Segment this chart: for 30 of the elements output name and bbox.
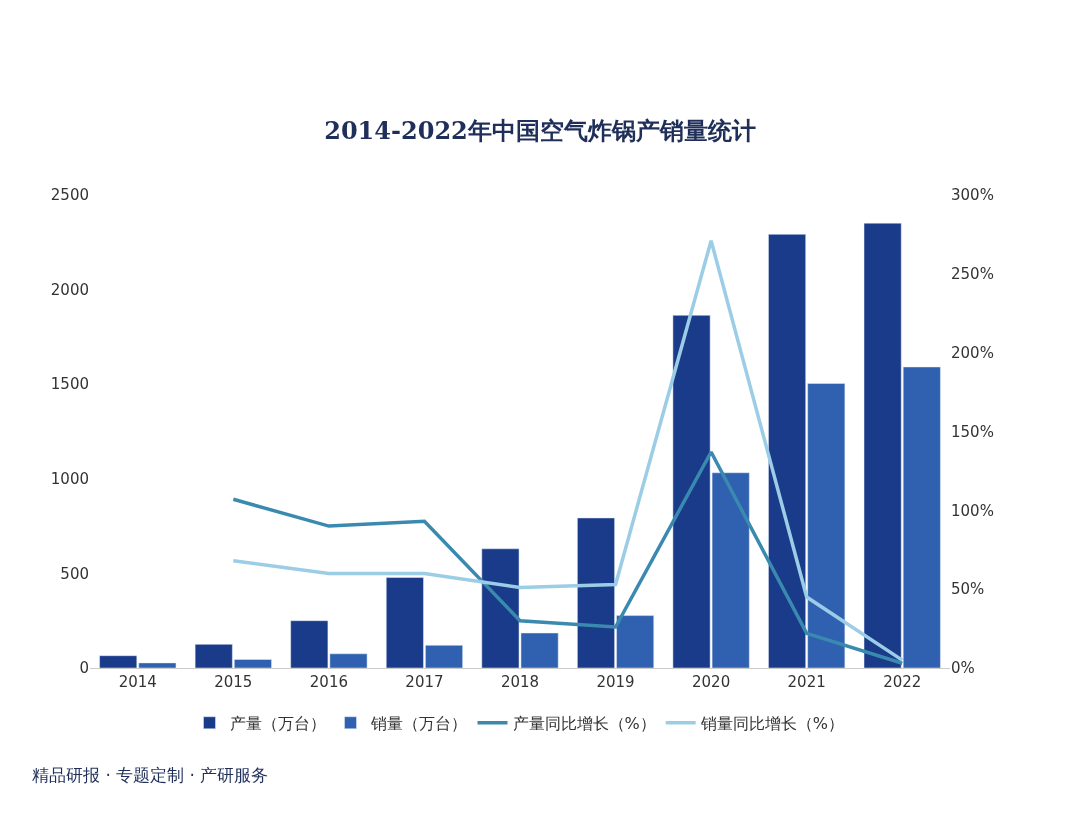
y2-tick-label: 300%: [951, 186, 994, 205]
y-tick-label: 1000: [50, 470, 89, 489]
y-tick-label: 1500: [50, 375, 89, 394]
y2-tick-label: 150%: [951, 422, 994, 441]
x-tick-label: 2017: [405, 673, 444, 691]
y2-tick-label: 0%: [951, 659, 975, 678]
legend-label: 产量（万台）: [229, 713, 326, 733]
x-tick-label: 2014: [118, 673, 157, 691]
y2-tick-label: 100%: [951, 501, 994, 520]
x-tick-label: 2019: [596, 673, 635, 691]
x-tick-label: 2015: [214, 673, 253, 691]
x-tick-label: 2022: [883, 673, 922, 691]
legend-label: 销量（万台）: [369, 713, 467, 733]
line-series: [231, 450, 904, 666]
y-tick-label: 2500: [50, 186, 89, 205]
y-tick-label: 500: [60, 564, 89, 583]
legend-label: 产量同比增长（%）: [512, 713, 656, 733]
y-tick-label: 0: [79, 659, 89, 678]
y-tick-label: 2000: [50, 280, 89, 299]
x-tick-label: 2016: [309, 673, 348, 691]
y2-tick-label: 200%: [951, 343, 994, 362]
x-tick-label: 2021: [787, 673, 826, 691]
y2-tick-label: 250%: [951, 265, 994, 284]
chart-title: 2014-2022年中国空气炸锅产销量统计: [324, 116, 756, 146]
x-tick-label: 2018: [500, 673, 540, 691]
line-series: [231, 238, 904, 662]
x-tick-label: 2020: [692, 673, 731, 691]
text: 精品研报 · 专题定制 · 产研服务: [32, 765, 269, 785]
y2-tick-label: 50%: [951, 580, 985, 599]
legend-label: 销量同比增长（%）: [699, 713, 844, 733]
